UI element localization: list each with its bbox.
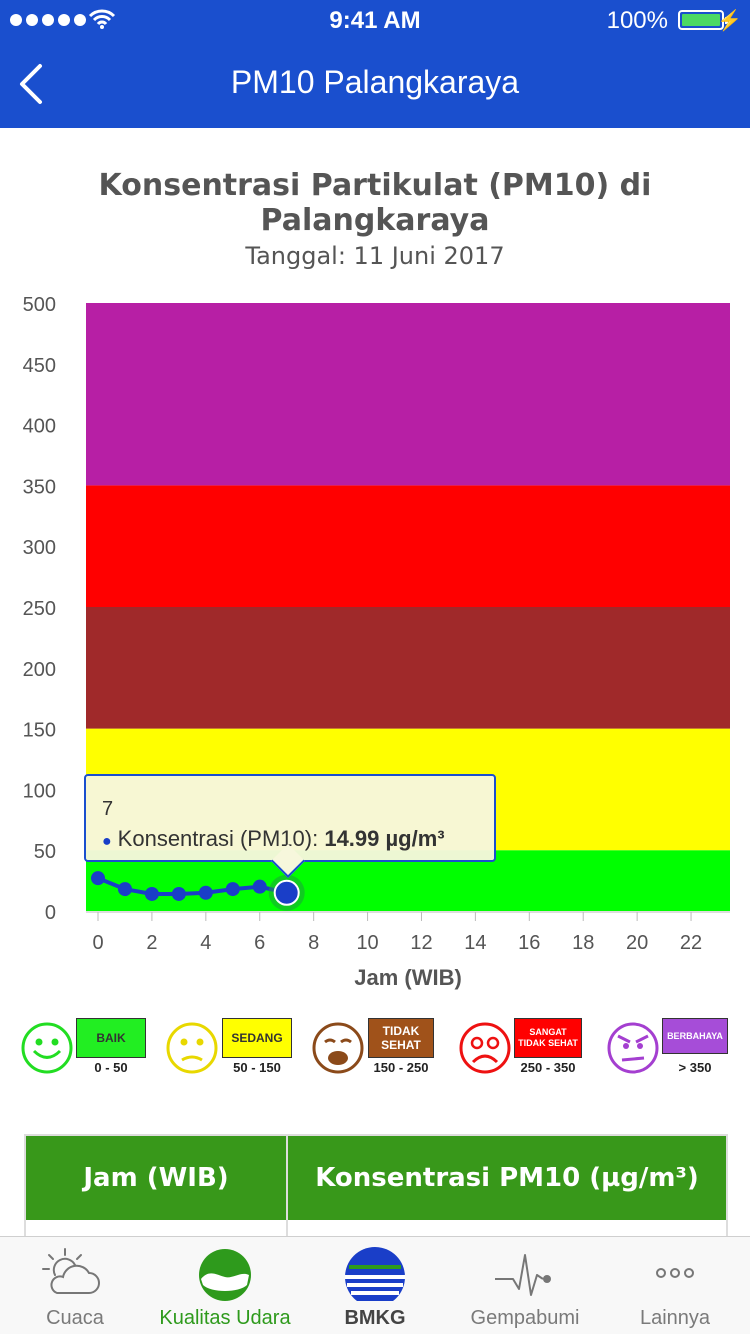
tab-lainnya[interactable]: Lainnya (600, 1237, 750, 1334)
bmkg-logo-icon (345, 1247, 405, 1301)
chart-band-3 (86, 485, 730, 607)
x-tick-label: 20 (626, 932, 648, 954)
x-axis-label: Jam (WIB) (354, 965, 462, 990)
happy-face-icon (21, 1022, 73, 1074)
y-tick-label: 450 (23, 355, 56, 377)
tab-label: Gempabumi (470, 1307, 580, 1329)
x-tick-label: 14 (464, 932, 486, 954)
legend-range: 250 - 350 (520, 1060, 576, 1075)
y-tick-label: 250 (23, 598, 56, 620)
table-row (26, 1220, 726, 1250)
legend-item-sangat-tidak-sehat: SANGAT TIDAK SEHAT 250 - 350 (458, 1010, 588, 1090)
tooltip-body: ● Konsentrasi (PM10): 14.99 µg/m³ (102, 826, 445, 852)
battery-percent: 100% (606, 7, 668, 34)
legend-range: 50 - 150 (233, 1060, 281, 1075)
weather-icon (42, 1248, 100, 1294)
legend-range: 150 - 250 (373, 1060, 429, 1075)
y-tick-label: 200 (23, 659, 56, 681)
data-point-highlight (273, 879, 300, 906)
y-tick-label: 500 (23, 294, 56, 316)
table-cell (26, 1220, 288, 1250)
data-point (117, 882, 132, 897)
tab-label: Cuaca (46, 1307, 104, 1329)
legend-item-tidak-sehat: TIDAK SEHAT 150 - 250 (311, 1010, 441, 1090)
y-tick-label: 100 (23, 780, 56, 802)
x-tick-label: 0 (92, 932, 103, 954)
x-tick-label: 22 (680, 932, 702, 954)
tooltip-value: 14.99 µg/m³ (324, 826, 445, 851)
x-tick-label: 12 (410, 932, 432, 954)
legend-item-baik: BAIK 0 - 50 (20, 1010, 150, 1090)
tab-cuaca[interactable]: Cuaca (0, 1237, 150, 1334)
chart-title: Konsentrasi Partikulat (PM10) di Palangk… (98, 168, 652, 238)
y-tick-label: 400 (23, 416, 56, 438)
status-time: 9:41 AM (329, 7, 421, 34)
pm10-table: Jam (WIB) Konsentrasi PM10 (µg/m³) (24, 1134, 728, 1250)
y-tick-label: 350 (23, 476, 56, 498)
x-tick-label: 8 (308, 932, 319, 954)
data-point (171, 886, 186, 901)
status-bar: 9:41 AM 100% ⚡ (0, 0, 750, 40)
sad-face-icon (312, 1022, 364, 1074)
chart-band-4 (86, 303, 730, 486)
table-header-konsentrasi: Konsentrasi PM10 (µg/m³) (315, 1163, 699, 1193)
neutral-face-icon (166, 1022, 218, 1074)
data-point (198, 885, 213, 900)
tab-label: BMKG (344, 1307, 406, 1329)
x-tick-label: 16 (518, 932, 540, 954)
battery-icon (678, 10, 728, 30)
x-tick-label: 4 (200, 932, 211, 954)
pm10-line-chart[interactable]: 0 50 100 150 200 250 300 350 400 450 500 0 2 4 6 8 10 12 1… (0, 280, 750, 1000)
page-title: PM10 Palangkaraya (230, 64, 520, 100)
data-point (252, 879, 267, 894)
legend-label: BAIK (76, 1018, 146, 1058)
tooltip-x: 7 (102, 798, 114, 820)
y-tick-label: 50 (34, 841, 56, 863)
tab-bar: Cuaca Kualitas Udara BMKG Gempabumi Lain… (0, 1236, 750, 1334)
very-sad-face-icon (459, 1022, 511, 1074)
charging-icon: ⚡ (717, 10, 742, 32)
chart-band-2 (86, 607, 730, 729)
y-tick-label: 0 (45, 902, 56, 924)
series-dot-icon: ● (102, 833, 112, 850)
table-header-row: Jam (WIB) Konsentrasi PM10 (µg/m³) (26, 1136, 726, 1220)
legend-item-berbahaya: BERBAHAYA > 350 (606, 1010, 736, 1090)
data-point (91, 871, 105, 886)
back-chevron-icon[interactable] (14, 60, 54, 108)
tab-label: Lainnya (639, 1307, 711, 1329)
legend-label: SEDANG (222, 1018, 292, 1058)
x-tick-label: 2 (146, 932, 157, 954)
x-tick-label: 6 (254, 932, 265, 954)
y-tick-label: 300 (23, 537, 56, 559)
legend-range: > 350 (678, 1060, 712, 1075)
x-tick-label: 18 (572, 932, 594, 954)
air-quality-icon (199, 1249, 251, 1301)
earthquake-icon (495, 1254, 551, 1296)
tab-bmkg[interactable]: BMKG (300, 1237, 450, 1334)
x-tick-label: 10 (356, 932, 378, 954)
data-point (225, 882, 240, 897)
wifi-icon (88, 9, 116, 29)
tab-label: Kualitas Udara (159, 1307, 291, 1329)
table-header-jam: Jam (WIB) (26, 1136, 288, 1220)
tab-kualitas-udara[interactable]: Kualitas Udara (150, 1237, 300, 1334)
angry-face-icon (607, 1022, 659, 1074)
chart-tooltip: 7 ● Konsentrasi (PM10): 14.99 µg/m³ (84, 774, 496, 878)
data-point (144, 886, 159, 901)
more-icon (656, 1268, 694, 1278)
chart-subtitle: Tanggal: 11 Juni 2017 (245, 242, 505, 270)
signal-icon (10, 14, 86, 26)
legend-item-sedang: SEDANG 50 - 150 (165, 1010, 295, 1090)
nav-bar: PM10 Palangkaraya (0, 40, 750, 128)
legend-label: TIDAK SEHAT (368, 1018, 434, 1058)
legend-label: BERBAHAYA (662, 1018, 728, 1054)
aqi-legend: BAIK 0 - 50 SEDANG 50 - 150 TIDAK SEHAT … (0, 1010, 750, 1090)
y-tick-label: 150 (23, 720, 56, 742)
legend-label: SANGAT TIDAK SEHAT (514, 1018, 582, 1058)
legend-range: 0 - 50 (94, 1060, 128, 1075)
tab-gempabumi[interactable]: Gempabumi (450, 1237, 600, 1334)
